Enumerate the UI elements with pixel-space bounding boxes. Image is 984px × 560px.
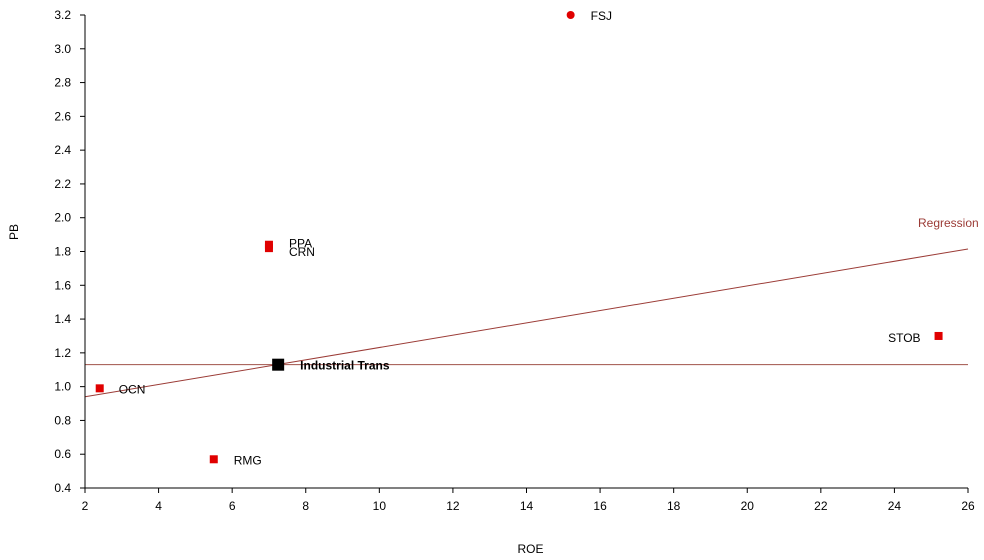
data-point: [272, 358, 285, 371]
data-point: [95, 384, 104, 393]
y-tick-label: 1.0: [54, 380, 71, 394]
y-tick-label: 2.8: [54, 76, 71, 90]
data-point: [566, 11, 575, 19]
y-tick-label: 1.6: [54, 278, 71, 292]
y-tick-label: 2.0: [54, 211, 71, 225]
y-tick-label: 1.4: [54, 312, 71, 326]
x-axis-title: ROE: [517, 542, 543, 556]
y-tick-label: 0.4: [54, 481, 71, 495]
point-label: CRN: [289, 245, 315, 259]
y-tick-label: 3.0: [54, 42, 71, 56]
x-tick-label: 12: [446, 499, 460, 513]
point-label: STOB: [888, 331, 920, 345]
point-label: FSJ: [591, 9, 612, 23]
x-tick-label: 2: [82, 499, 89, 513]
data-points: [95, 11, 943, 464]
axes: [84, 15, 968, 489]
y-tick-label: 3.2: [54, 8, 71, 22]
y-tick-label: 0.8: [54, 413, 71, 427]
y-tick-label: 1.2: [54, 346, 71, 360]
y-tick-label: 1.8: [54, 245, 71, 259]
point-label: OCN: [119, 382, 146, 396]
x-tick-label: 24: [888, 499, 902, 513]
regression-line-layer: [84, 248, 969, 398]
data-point: [209, 455, 218, 464]
y-tick-label: 2.4: [54, 143, 71, 157]
regression-label: Regression: [918, 216, 979, 230]
data-point: [264, 244, 273, 253]
x-tick-label: 14: [520, 499, 534, 513]
data-point: [934, 331, 943, 340]
x-tick-label: 8: [302, 499, 309, 513]
y-tick-label: 2.2: [54, 177, 71, 191]
regression-line: [84, 248, 969, 398]
point-label: RMG: [234, 453, 262, 467]
x-ticks: 2 4 6 8 10 12 14 16 18 20 22 24 26: [82, 488, 975, 513]
x-tick-label: 20: [741, 499, 755, 513]
y-tick-label: 0.6: [54, 447, 71, 461]
y-tick-label: 2.6: [54, 109, 71, 123]
point-label: Industrial Trans: [300, 359, 390, 373]
x-tick-label: 18: [667, 499, 681, 513]
x-tick-label: 4: [155, 499, 162, 513]
x-tick-label: 26: [961, 499, 975, 513]
y-ticks: 0.4 0.6 0.8 1.0 1.2 1.4 1.6 1.8 2.0 2.2 2.4 2.6 2.8 3…: [54, 8, 85, 495]
x-tick-label: 16: [593, 499, 607, 513]
plot-area: 2 4 6 8 10 12 14 16 18 20 22 24 26 0.40.60.81.01.21.…: [54, 8, 975, 513]
y-axis-title: PB: [7, 224, 21, 240]
point-label: PPA: [289, 237, 312, 251]
x-tick-label: 10: [373, 499, 387, 513]
x-tick-label: 22: [814, 499, 828, 513]
x-tick-label: 6: [229, 499, 236, 513]
